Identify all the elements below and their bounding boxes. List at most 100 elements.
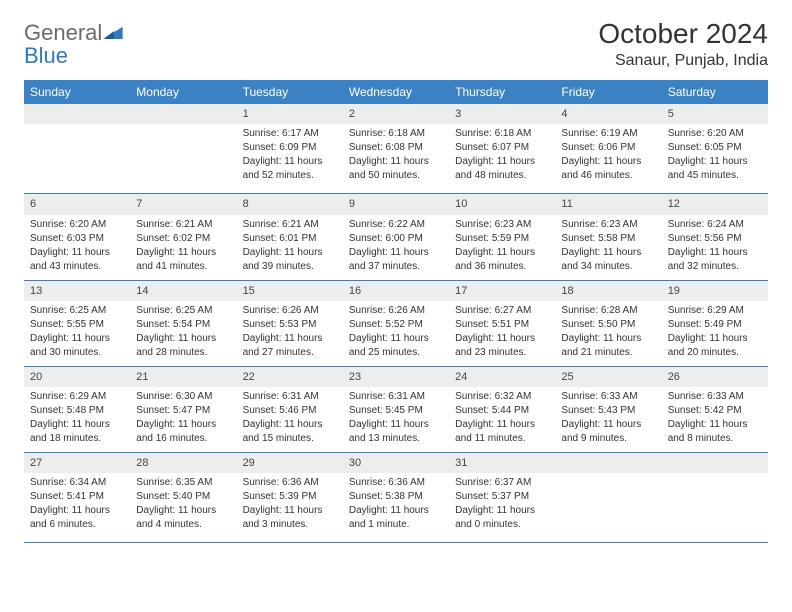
daylight-text: Daylight: 11 hours — [243, 504, 337, 517]
day-details: Sunrise: 6:21 AMSunset: 6:02 PMDaylight:… — [130, 215, 236, 280]
daylight-text: Daylight: 11 hours — [561, 155, 655, 168]
sunset-text: Sunset: 5:44 PM — [455, 404, 549, 417]
day-details: Sunrise: 6:25 AMSunset: 5:55 PMDaylight:… — [24, 301, 130, 366]
day-details: Sunrise: 6:32 AMSunset: 5:44 PMDaylight:… — [449, 387, 555, 452]
sunset-text: Sunset: 5:37 PM — [455, 490, 549, 503]
day-number: 27 — [24, 453, 130, 473]
sunrise-text: Sunrise: 6:27 AM — [455, 304, 549, 317]
day-details: Sunrise: 6:29 AMSunset: 5:49 PMDaylight:… — [662, 301, 768, 366]
daylight-text: Daylight: 11 hours — [455, 246, 549, 259]
day-cell: 8Sunrise: 6:21 AMSunset: 6:01 PMDaylight… — [237, 194, 343, 279]
day-number: 30 — [343, 453, 449, 473]
daylight-text: Daylight: 11 hours — [561, 418, 655, 431]
location: Sanaur, Punjab, India — [598, 52, 768, 70]
sunrise-text: Sunrise: 6:26 AM — [243, 304, 337, 317]
sunrise-text: Sunrise: 6:23 AM — [561, 218, 655, 231]
day-details: Sunrise: 6:18 AMSunset: 6:08 PMDaylight:… — [343, 124, 449, 189]
sunrise-text: Sunrise: 6:36 AM — [349, 476, 443, 489]
day-details: Sunrise: 6:21 AMSunset: 6:01 PMDaylight:… — [237, 215, 343, 280]
sunrise-text: Sunrise: 6:21 AM — [136, 218, 230, 231]
daylight-text: and 43 minutes. — [30, 260, 124, 273]
day-details: Sunrise: 6:28 AMSunset: 5:50 PMDaylight:… — [555, 301, 661, 366]
daylight-text: and 20 minutes. — [668, 346, 762, 359]
sunset-text: Sunset: 5:45 PM — [349, 404, 443, 417]
daylight-text: and 34 minutes. — [561, 260, 655, 273]
daylight-text: Daylight: 11 hours — [455, 155, 549, 168]
day-number: 16 — [343, 281, 449, 301]
day-number: 6 — [24, 194, 130, 214]
month-title: October 2024 — [598, 18, 768, 50]
sunrise-text: Sunrise: 6:36 AM — [243, 476, 337, 489]
weekday-label: Tuesday — [237, 80, 343, 104]
sunrise-text: Sunrise: 6:29 AM — [30, 390, 124, 403]
daylight-text: and 30 minutes. — [30, 346, 124, 359]
daylight-text: Daylight: 11 hours — [349, 246, 443, 259]
day-cell: 9Sunrise: 6:22 AMSunset: 6:00 PMDaylight… — [343, 194, 449, 279]
day-number: 25 — [555, 367, 661, 387]
week-row: 6 Sunrise: 6:20 AMSunset: 6:03 PM Daylight… — [24, 194, 768, 280]
day-number: 4 — [555, 104, 661, 124]
sunset-text: Sunset: 5:51 PM — [455, 318, 549, 331]
day-cell: 21Sunrise: 6:30 AMSunset: 5:47 PMDayligh… — [130, 367, 236, 452]
sunrise-text: Sunrise: 6:21 AM — [243, 218, 337, 231]
daylight-text: Daylight: 11 hours — [349, 155, 443, 168]
day-number: 20 — [24, 367, 130, 387]
sunset-text: Sunset: 6:03 PM — [30, 232, 124, 245]
sunrise-text: Sunrise: 6:22 AM — [349, 218, 443, 231]
day-number: 12 — [662, 194, 768, 214]
day-details: Sunrise: 6:26 AMSunset: 5:53 PMDaylight:… — [237, 301, 343, 366]
daylight-text: Daylight: 11 hours — [243, 155, 337, 168]
day-cell: 22Sunrise: 6:31 AMSunset: 5:46 PMDayligh… — [237, 367, 343, 452]
sunrise-text: Sunrise: 6:23 AM — [455, 218, 549, 231]
day-number: 9 — [343, 194, 449, 214]
day-cell: 16Sunrise: 6:26 AMSunset: 5:52 PMDayligh… — [343, 281, 449, 366]
sunset-text: Sunset: 5:59 PM — [455, 232, 549, 245]
daylight-text: Daylight: 11 hours — [243, 418, 337, 431]
daylight-text: Daylight: 11 hours — [668, 155, 762, 168]
sunset-text: Sunset: 5:39 PM — [243, 490, 337, 503]
sunrise-text: Sunrise: 6:17 AM — [243, 127, 337, 140]
day-number — [555, 453, 661, 473]
sunrise-text: Sunrise: 6:18 AM — [455, 127, 549, 140]
weekday-label: Sunday — [24, 80, 130, 104]
day-cell — [130, 104, 236, 193]
day-cell: 1Sunrise: 6:17 AMSunset: 6:09 PMDaylight… — [237, 104, 343, 193]
daylight-text: Daylight: 11 hours — [349, 418, 443, 431]
week-row: 27Sunrise: 6:34 AMSunset: 5:41 PMDayligh… — [24, 453, 768, 543]
week-row: 1Sunrise: 6:17 AMSunset: 6:09 PMDaylight… — [24, 104, 768, 194]
day-details: Sunrise: 6:29 AMSunset: 5:48 PMDaylight:… — [24, 387, 130, 452]
day-cell: 5Sunrise: 6:20 AMSunset: 6:05 PMDaylight… — [662, 104, 768, 193]
day-details: Sunrise: 6:27 AMSunset: 5:51 PMDaylight:… — [449, 301, 555, 366]
day-number: 3 — [449, 104, 555, 124]
day-number — [24, 104, 130, 124]
daylight-text: and 39 minutes. — [243, 260, 337, 273]
daylight-text: and 11 minutes. — [455, 432, 549, 445]
day-cell: 19Sunrise: 6:29 AMSunset: 5:49 PMDayligh… — [662, 281, 768, 366]
daylight-text: Daylight: 11 hours — [455, 332, 549, 345]
daylight-text: and 45 minutes. — [668, 169, 762, 182]
day-cell: 13Sunrise: 6:25 AMSunset: 5:55 PMDayligh… — [24, 281, 130, 366]
daylight-text: Daylight: 11 hours — [349, 504, 443, 517]
day-number: 23 — [343, 367, 449, 387]
day-number — [662, 453, 768, 473]
sunrise-text: Sunrise: 6:31 AM — [243, 390, 337, 403]
day-cell: 23Sunrise: 6:31 AMSunset: 5:45 PMDayligh… — [343, 367, 449, 452]
day-number: 7 — [130, 194, 236, 214]
day-cell: 4Sunrise: 6:19 AMSunset: 6:06 PMDaylight… — [555, 104, 661, 193]
day-number: 10 — [449, 194, 555, 214]
weekday-label: Thursday — [449, 80, 555, 104]
sunrise-text: Sunrise: 6:25 AM — [30, 304, 124, 317]
day-number: 14 — [130, 281, 236, 301]
sunrise-text: Sunrise: 6:20 AM — [30, 218, 124, 231]
sunset-text: Sunset: 6:08 PM — [349, 141, 443, 154]
day-cell: 30Sunrise: 6:36 AMSunset: 5:38 PMDayligh… — [343, 453, 449, 542]
brand-text: GeneralBlue — [24, 22, 123, 67]
sunrise-text: Sunrise: 6:35 AM — [136, 476, 230, 489]
daylight-text: Daylight: 11 hours — [243, 332, 337, 345]
day-number: 31 — [449, 453, 555, 473]
daylight-text: and 50 minutes. — [349, 169, 443, 182]
day-details: Sunrise: 6:33 AMSunset: 5:42 PMDaylight:… — [662, 387, 768, 452]
day-details: Sunrise: 6:33 AMSunset: 5:43 PMDaylight:… — [555, 387, 661, 452]
daylight-text: and 52 minutes. — [243, 169, 337, 182]
day-number: 13 — [24, 281, 130, 301]
